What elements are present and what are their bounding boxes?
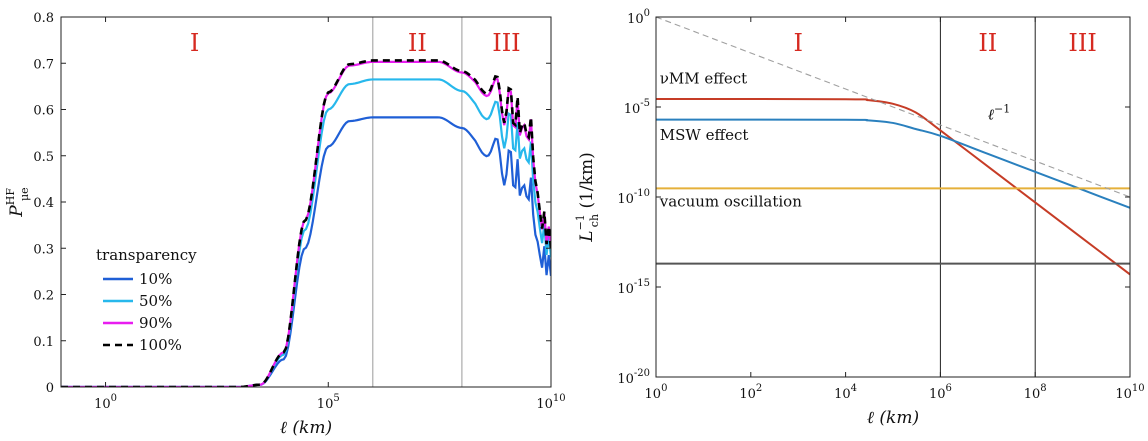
y-tick-label: 10-5 [624, 98, 650, 117]
y-axis-label: PHFμe [4, 187, 31, 217]
x-tick-label: 100 [94, 393, 117, 412]
y-tick-label: 100 [627, 8, 650, 27]
y-tick-label: 10-10 [617, 188, 650, 207]
series-group [656, 17, 1130, 276]
y-tick-label: 10-15 [617, 278, 650, 297]
annotation-label: vacuum oscillation [659, 192, 802, 210]
x-tick-label: 102 [739, 383, 762, 402]
legend-item-label: 90% [139, 314, 172, 332]
region-label: I [190, 29, 199, 57]
x-tick-label: 1010 [1115, 383, 1144, 402]
y-tick-label: 0.6 [33, 104, 54, 119]
y-tick-label: 0.5 [33, 150, 54, 165]
legend: transparency 10% 50% 90% 100% [96, 246, 197, 354]
series-line-90% [61, 60, 551, 387]
region-label: II [408, 29, 427, 57]
legend-item-label: 10% [139, 270, 172, 288]
series-line-ℓ⁻¹ [656, 17, 1130, 198]
y-tick-label: 0.7 [33, 57, 54, 72]
y-tick-label: 0.8 [33, 11, 54, 26]
series-line-10% [61, 116, 551, 387]
series-line-100% [61, 59, 551, 387]
y-tick-label: 10-20 [617, 368, 650, 387]
y-axis-label: L−1ch (1/km) [574, 152, 601, 242]
y-tick-label: 0 [46, 381, 54, 396]
x-tick-label: 1010 [536, 393, 565, 412]
y-tick-label: 0.1 [33, 335, 54, 350]
y-tick-label: 0.2 [33, 289, 54, 304]
annotation-label: MSW effect [660, 126, 749, 144]
x-tick-label: 106 [929, 383, 952, 402]
x-axis-label: ℓ (km) [280, 418, 332, 438]
x-tick-label: 105 [317, 393, 340, 412]
series-line-50% [61, 78, 551, 387]
y-tick-label: 0.4 [33, 196, 54, 211]
x-tick-label: 100 [645, 383, 668, 402]
annotation-label: νMM effect [660, 70, 747, 88]
series-group [61, 59, 551, 387]
annotation-label: ℓ−1 [988, 103, 1010, 124]
legend-item-label: 100% [139, 336, 182, 354]
region-label: III [492, 29, 520, 57]
region-label: III [1068, 29, 1096, 57]
x-tick-label: 104 [834, 383, 857, 402]
legend-item-label: 50% [139, 292, 172, 310]
x-axis-label: ℓ (km) [867, 408, 919, 428]
y-tick-label: 0.3 [33, 242, 54, 257]
plot-frame [60, 16, 552, 388]
x-tick-label: 108 [1024, 383, 1047, 402]
series-line-νMM effect [656, 97, 1130, 276]
series-line-MSW effect [656, 118, 1130, 209]
legend-title: transparency [96, 246, 197, 264]
region-label: II [978, 29, 997, 57]
region-label: I [793, 29, 802, 57]
